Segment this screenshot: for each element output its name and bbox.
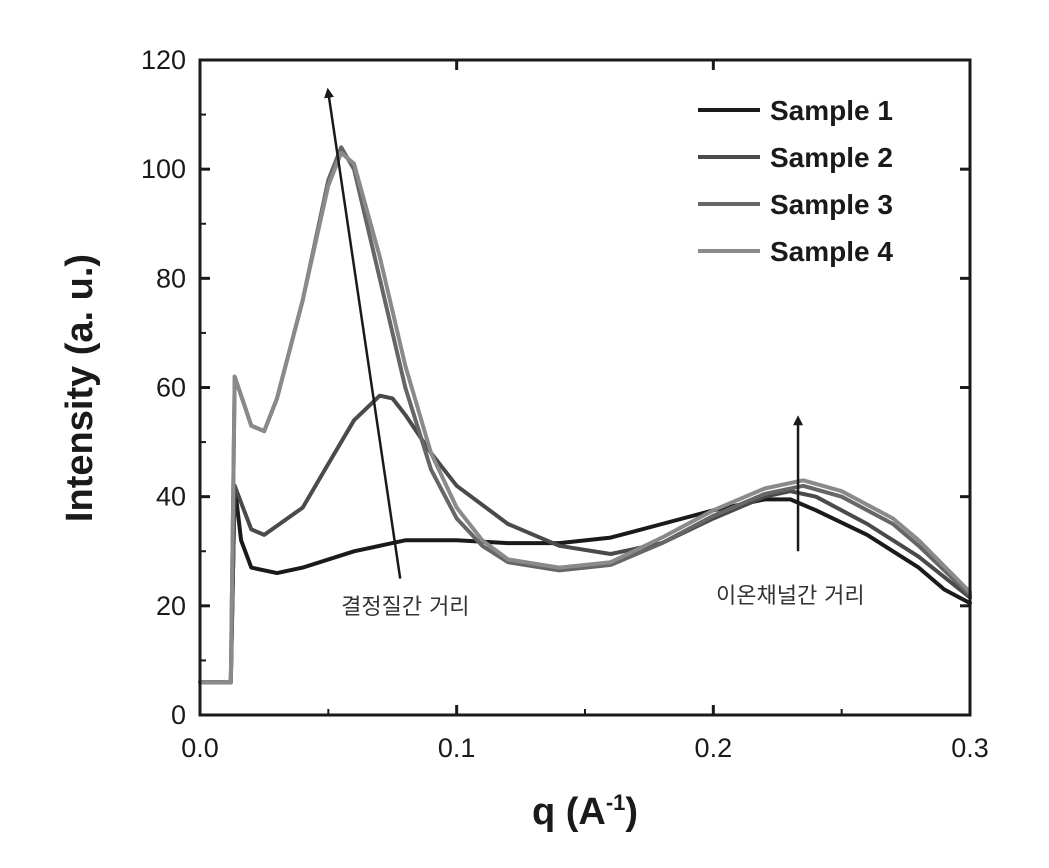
y-tick-label: 100	[141, 154, 186, 184]
legend-label-3: Sample 3	[770, 189, 893, 220]
y-tick-label: 60	[156, 373, 186, 403]
legend-label-2: Sample 2	[770, 142, 893, 173]
legend: Sample 1 Sample 2 Sample 3 Sample 4	[698, 95, 893, 267]
x-tick-label: 0.1	[438, 733, 476, 763]
x-tick-label: 0.0	[181, 733, 219, 763]
annotation-text: 이온채널간 거리	[716, 584, 865, 609]
annotation-text: 결정질간 거리	[341, 595, 469, 620]
y-tick-label: 0	[171, 700, 186, 730]
x-axis-label-superscript: -1	[606, 790, 626, 815]
y-axis-label: Intensity (a. u.)	[59, 254, 101, 522]
y-tick-label: 80	[156, 263, 186, 293]
x-axis-label-main: q (A	[532, 791, 606, 833]
legend-label-4: Sample 4	[770, 236, 893, 267]
y-tick-label: 20	[156, 591, 186, 621]
x-tick-label: 0.2	[695, 733, 733, 763]
x-axis-label-close: )	[625, 791, 638, 833]
x-axis-label: q (A-1)	[532, 790, 638, 833]
y-tick-label: 40	[156, 482, 186, 512]
legend-label-1: Sample 1	[770, 95, 893, 126]
x-tick-label: 0.3	[951, 733, 989, 763]
y-tick-label: 120	[141, 45, 186, 75]
annotation-arrow	[328, 93, 400, 579]
